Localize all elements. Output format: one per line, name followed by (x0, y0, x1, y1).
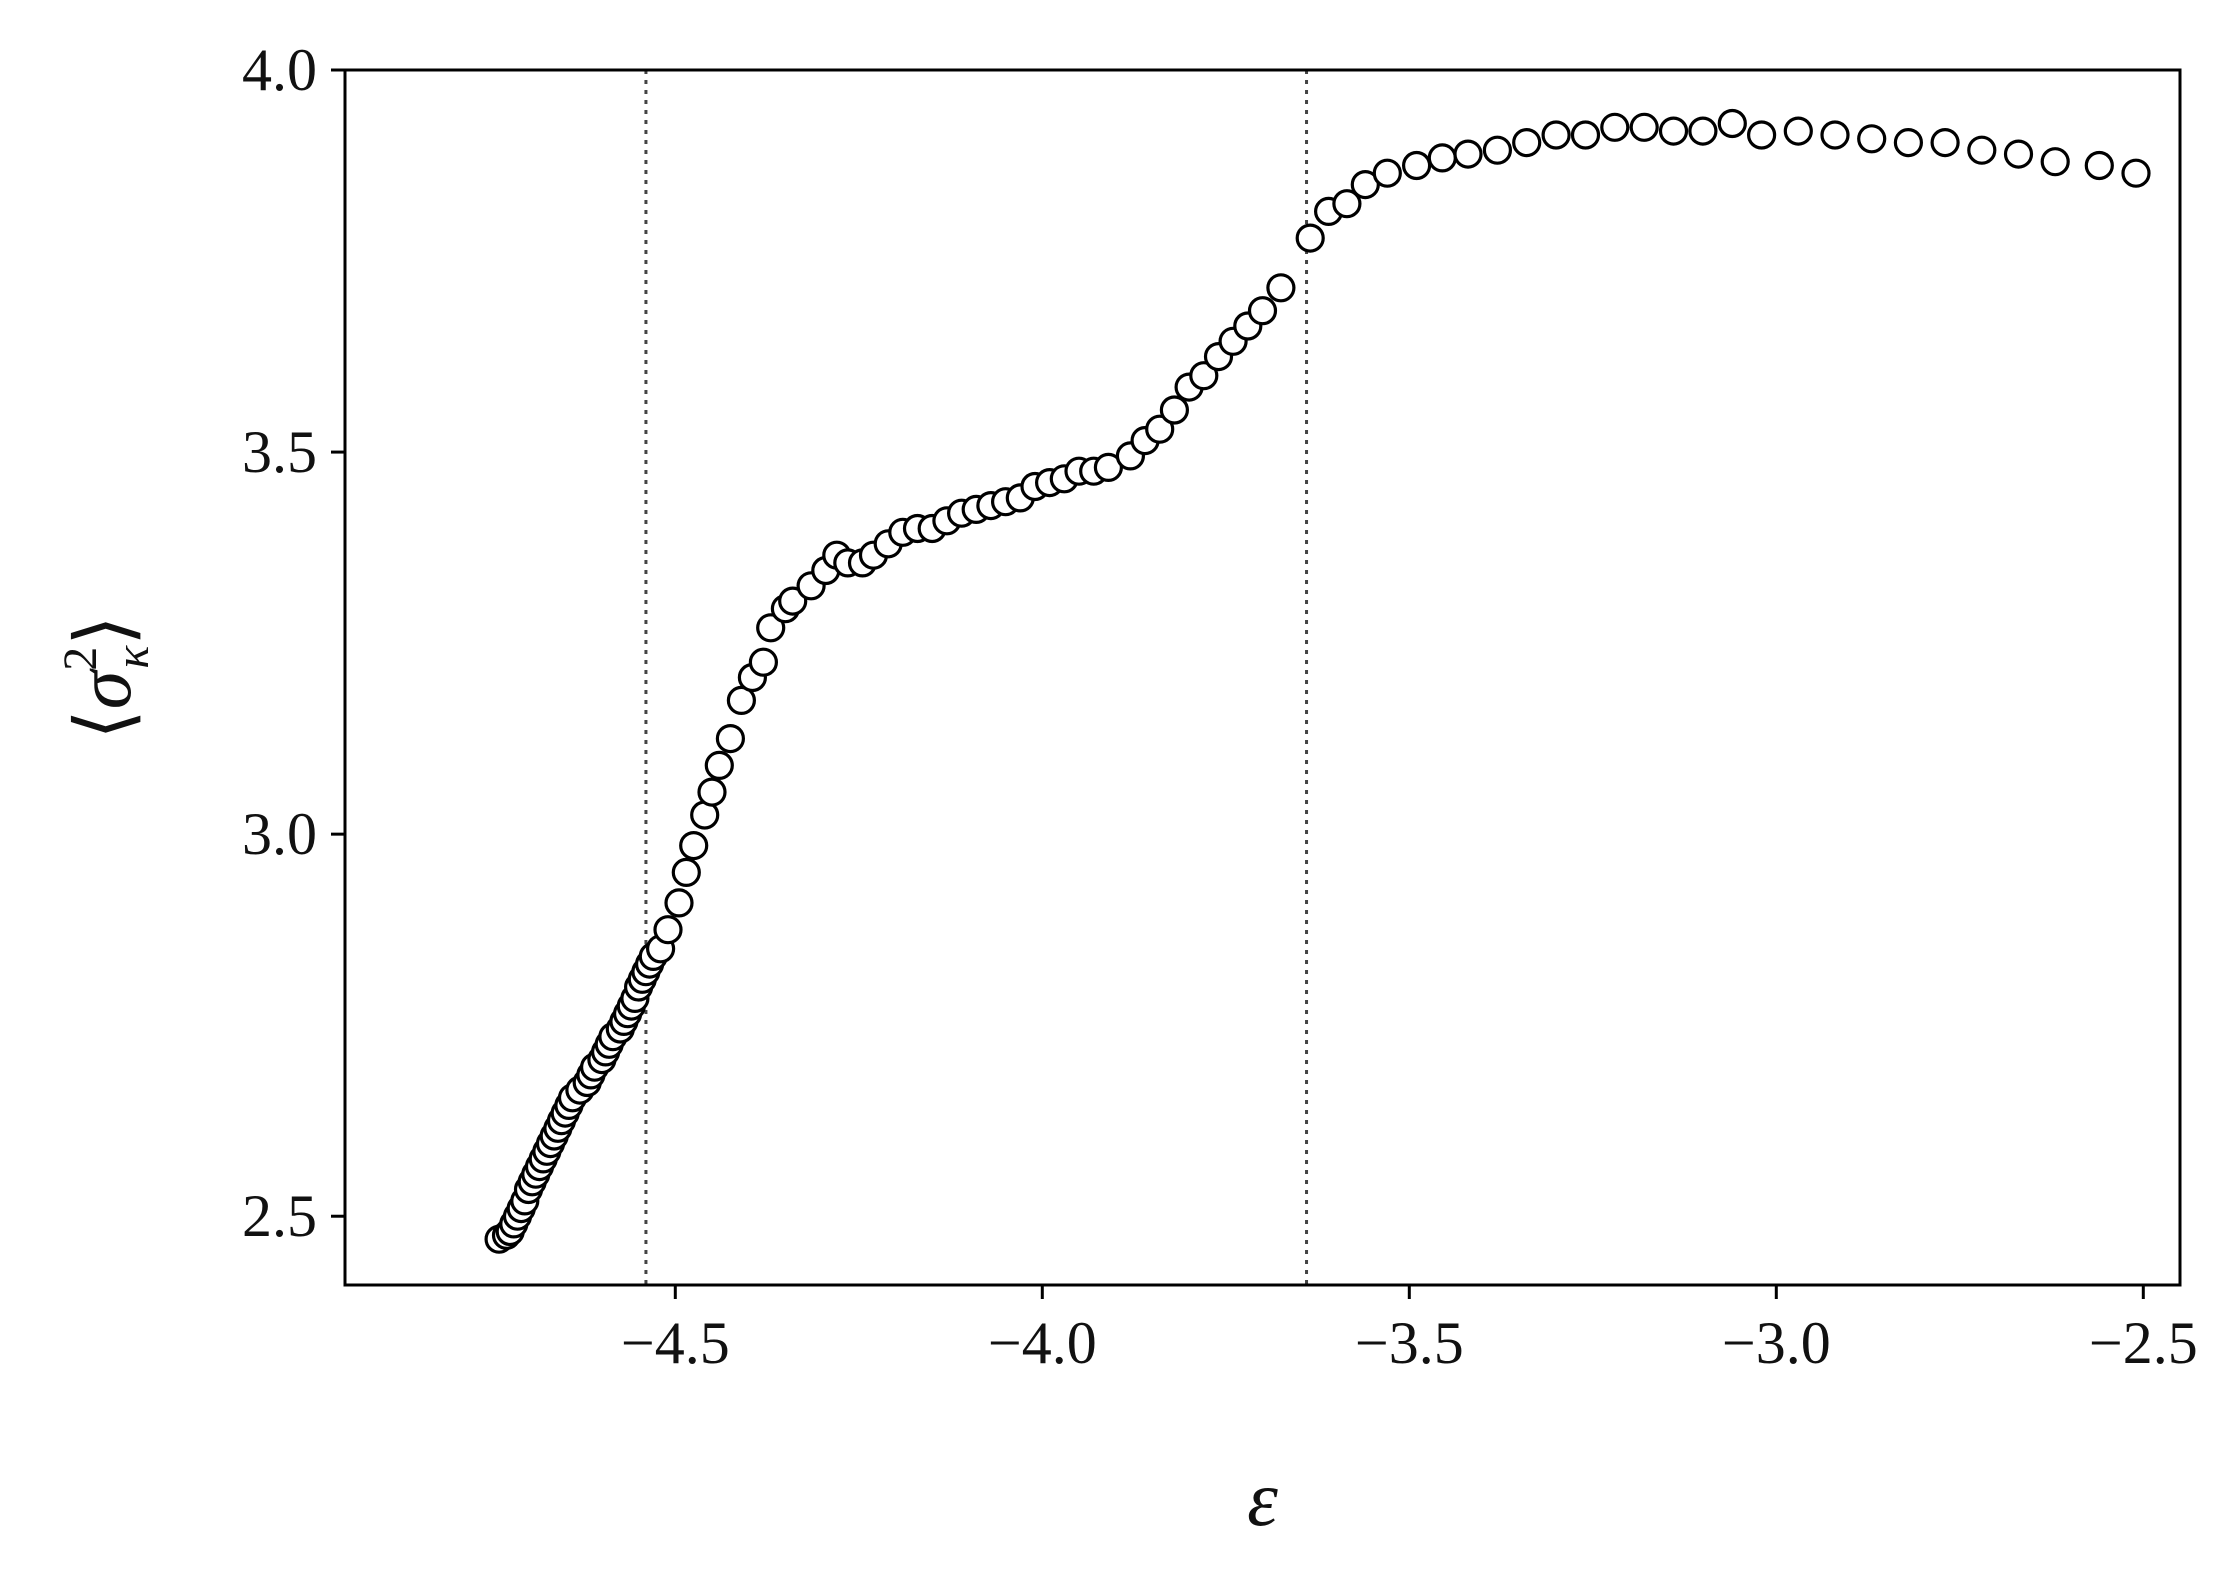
data-point (1372, 158, 1402, 188)
data-point (704, 750, 734, 781)
data-point (1893, 128, 1924, 158)
data-point (778, 586, 808, 616)
data-point (671, 857, 701, 888)
data-point (2003, 139, 2034, 169)
data-point (1189, 361, 1219, 391)
x-tick-label: −3.5 (1355, 1310, 1464, 1376)
y-tick-label: 2.5 (242, 1183, 317, 1249)
x-tick-label: −4.5 (621, 1310, 730, 1376)
y-title-open-bracket: ⟨ (60, 709, 147, 739)
y-title-subscript: κ (106, 645, 159, 669)
data-point (679, 830, 709, 861)
data-point (2040, 147, 2070, 177)
data-point (653, 915, 683, 945)
data-point (1093, 452, 1124, 482)
y-tick-label: 3.5 (242, 419, 317, 485)
x-tick-label: −2.5 (2089, 1310, 2198, 1376)
data-point (1541, 120, 1571, 150)
data-point (1570, 120, 1601, 150)
data-point (1717, 108, 1747, 139)
y-title-close-bracket: ⟩ (60, 615, 147, 645)
data-point (1600, 112, 1630, 142)
x-axis: −4.5 −4.0 −3.5 −3.0 −2.5 (621, 1285, 2198, 1376)
data-point (726, 685, 757, 716)
y-tick-label: 3.0 (242, 801, 317, 867)
data-point (1266, 273, 1296, 303)
data-point (1857, 124, 1887, 154)
data-point (1427, 143, 1457, 173)
plot-frame (343, 68, 2182, 1287)
reference-lines (644, 70, 1309, 1285)
data-point (664, 888, 694, 918)
x-tick-label: −3.0 (1722, 1310, 1831, 1376)
data-point (1967, 135, 1997, 165)
data-point (1658, 116, 1689, 146)
y-axis-title-text: ⟨σ2κ⟩ (54, 615, 159, 739)
y-title-superscript: 2 (54, 647, 107, 671)
data-point (1295, 223, 1325, 253)
data-point (1145, 414, 1175, 444)
data-point (1159, 395, 1190, 425)
data-point (1453, 139, 1483, 169)
x-axis-title: ε (1247, 1455, 1278, 1542)
data-points (484, 108, 2151, 1254)
data-point (748, 647, 779, 677)
x-tick-label: −4.0 (988, 1310, 1097, 1376)
y-axis-title: ⟨σ2κ⟩ (54, 615, 159, 739)
y-title-sigma: σ (60, 668, 147, 709)
data-point (1482, 135, 1513, 165)
data-point (1820, 120, 1850, 150)
data-point (1783, 116, 1813, 146)
data-point (756, 613, 786, 643)
data-point (1247, 296, 1278, 326)
data-point (2121, 158, 2151, 188)
data-point (1401, 150, 1432, 181)
y-tick-label: 4.0 (242, 37, 317, 103)
data-point (1332, 189, 1362, 219)
data-point (715, 723, 746, 754)
data-point (1512, 128, 1542, 158)
data-point (2084, 150, 2114, 181)
data-point (697, 777, 727, 807)
data-point (1688, 116, 1718, 146)
data-point (1930, 128, 1960, 158)
y-axis: 2.5 3.0 3.5 4.0 (242, 37, 345, 1249)
data-point (1629, 112, 1659, 142)
data-point (1746, 120, 1777, 150)
